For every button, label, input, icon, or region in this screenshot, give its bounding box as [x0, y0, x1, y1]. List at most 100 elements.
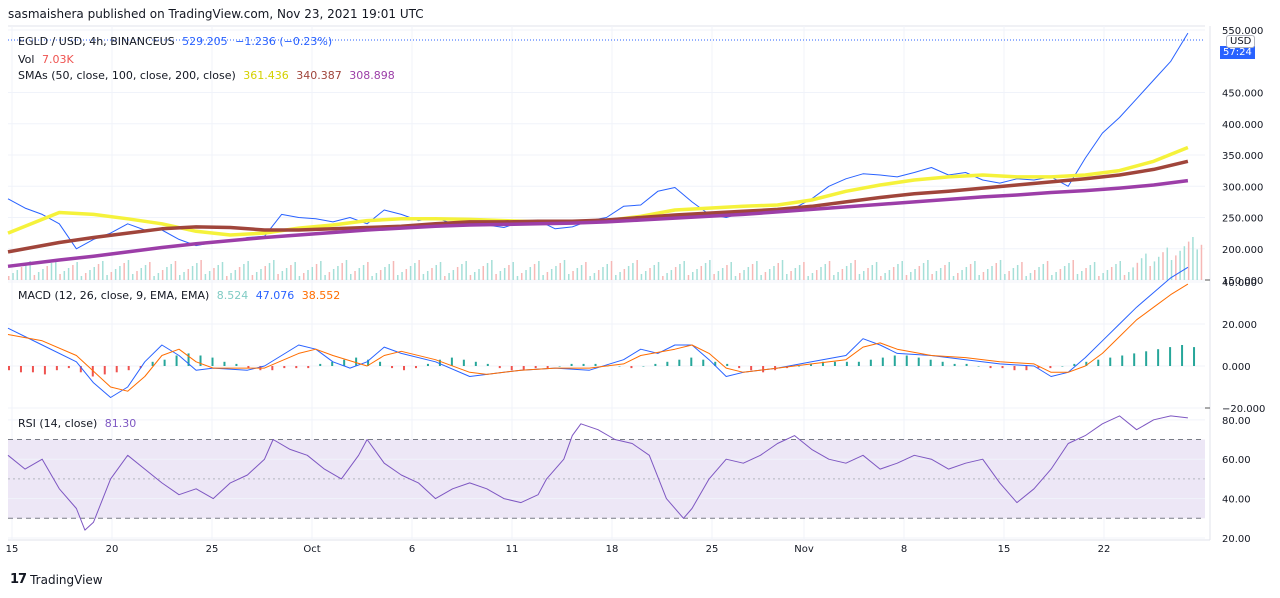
volume-bar	[1016, 265, 1019, 280]
volume-bar	[1187, 241, 1190, 280]
macd-hist-bar	[857, 361, 860, 366]
symbol-label: EGLD / USD, 4h, BINANCEUS	[18, 35, 175, 48]
volume-bar	[97, 264, 100, 280]
volume-bar	[670, 270, 673, 280]
volume-bar	[234, 270, 237, 280]
volume-bar	[1051, 275, 1053, 280]
volume-bar	[696, 269, 698, 280]
macd-hist-bar	[594, 363, 597, 366]
macd-hist-bar	[79, 366, 82, 373]
volume-bar	[183, 272, 185, 280]
publisher-line: sasmaishera published on TradingView.com…	[8, 7, 424, 21]
x-tick-label: Oct	[303, 544, 320, 555]
x-tick-label: 22	[1098, 544, 1111, 555]
volume-bar	[965, 267, 968, 280]
volume-bar	[307, 270, 309, 280]
volume-bar	[25, 264, 27, 280]
volume-bar	[593, 273, 596, 280]
volume-bar	[1179, 250, 1181, 280]
volume-bar	[589, 276, 591, 280]
volume-bar	[149, 262, 151, 280]
volume-bar	[730, 262, 732, 280]
series-line	[7, 415, 1188, 531]
volume-bar	[461, 264, 463, 280]
volume-bar	[875, 262, 878, 280]
volume-bar	[854, 260, 856, 280]
volume-bar	[1192, 237, 1194, 280]
volume-bar	[93, 267, 95, 280]
macd-hist-bar	[486, 363, 489, 366]
volume-label: Vol	[18, 53, 35, 66]
currency-button[interactable]: USD	[1226, 35, 1256, 48]
macd-hist-bar	[821, 361, 824, 366]
volume-bar	[20, 267, 23, 280]
macd-hist-bar	[403, 366, 406, 371]
volume-bar	[1196, 249, 1198, 280]
volume-bar	[841, 269, 844, 280]
volume-bar	[602, 267, 604, 280]
y-tick-label: 450.000	[1222, 89, 1263, 100]
macd-hist-bar	[367, 359, 370, 366]
volume-bar	[456, 267, 459, 280]
volume-bar	[328, 272, 331, 280]
volume-bar	[751, 264, 754, 280]
x-tick-label: 6	[409, 544, 415, 555]
volume-bar	[914, 269, 916, 280]
volume-bar	[692, 272, 694, 280]
volume-bar	[503, 268, 506, 280]
volume-bar	[204, 274, 207, 280]
volume-bar	[1076, 274, 1079, 280]
macd-hist-bar	[115, 366, 118, 373]
volume-bar	[469, 275, 472, 280]
volume-bar	[191, 266, 194, 280]
macd-hist-bar	[977, 366, 980, 367]
y-tick-label: 60.00	[1222, 455, 1251, 466]
volume-bar	[734, 276, 737, 280]
volume-bar	[153, 276, 155, 280]
volume-bar	[200, 260, 202, 280]
macd-hist-bar	[845, 361, 848, 366]
volume-bar	[833, 275, 835, 280]
sma50-value: 361.436	[243, 69, 289, 82]
volume-bar	[337, 266, 339, 280]
volume-bar	[33, 275, 36, 280]
volume-bar	[529, 267, 532, 280]
volume-bar	[255, 272, 258, 280]
macd-hist-bar	[103, 366, 106, 375]
volume-bar	[773, 266, 775, 280]
volume-bar	[991, 266, 993, 280]
macd-hist-bar	[630, 366, 633, 369]
volume-bar	[465, 261, 467, 280]
volume-bar	[1175, 255, 1177, 280]
volume-bar	[568, 274, 570, 280]
macd-hist-bar	[426, 363, 429, 366]
volume-bar	[781, 260, 784, 280]
macd-hist-bar	[1169, 347, 1172, 366]
macd-hist-bar	[965, 363, 968, 366]
volume-bar	[803, 262, 805, 280]
volume-bar	[610, 261, 613, 280]
volume-bar	[409, 266, 412, 280]
macd-hist-bar	[642, 366, 645, 367]
volume-bar	[768, 269, 771, 280]
volume-bar	[516, 276, 519, 280]
macd-hist-bar	[738, 366, 741, 369]
volume-bar	[952, 276, 955, 280]
volume-bar	[931, 274, 933, 280]
volume-bar	[1012, 268, 1015, 280]
tradingview-logo[interactable]: 17 TradingView	[10, 572, 103, 587]
macd-legend: MACD (12, 26, close, 9, EMA, EMA) 8.524 …	[18, 289, 344, 302]
volume-bar	[726, 265, 728, 280]
macd-hist-bar	[1013, 366, 1016, 371]
volume-bar	[384, 267, 386, 280]
volume-bar	[892, 267, 895, 280]
volume-bar	[858, 274, 861, 280]
volume-bar	[512, 262, 514, 280]
volume-bar	[29, 261, 31, 280]
volume-bar	[939, 268, 942, 280]
macd-hist-bar	[989, 366, 992, 369]
volume-bar	[910, 272, 912, 280]
volume-bar	[379, 270, 382, 280]
volume-bar	[89, 270, 91, 280]
